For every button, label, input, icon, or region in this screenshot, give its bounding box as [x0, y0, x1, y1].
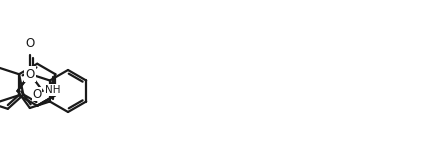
- Text: NH: NH: [45, 85, 60, 95]
- Text: O: O: [25, 68, 34, 81]
- Text: O: O: [33, 88, 42, 101]
- Text: O: O: [26, 37, 35, 50]
